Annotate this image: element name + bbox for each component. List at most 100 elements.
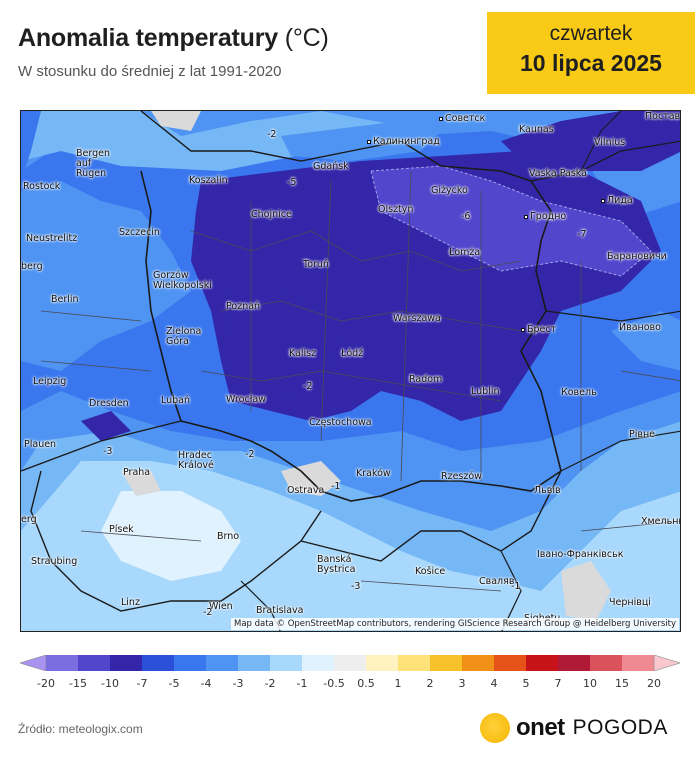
legend-swatch: [334, 655, 367, 671]
legend-tick-label: 20: [647, 677, 661, 690]
city-name: Rzeszów: [441, 471, 482, 482]
contour-label: -2: [203, 607, 213, 618]
city-name: Toruń: [303, 259, 329, 270]
city-name: Gdańsk: [313, 161, 349, 172]
city-label: Częstochowa: [309, 417, 372, 428]
legend-swatch: [46, 655, 79, 671]
city-label: Калининград: [367, 136, 440, 147]
city-label: Plauen: [24, 439, 56, 450]
city-label: Постав: [645, 111, 680, 122]
contour-label: -3: [351, 581, 361, 592]
city-label: Košice: [415, 566, 445, 577]
city-label: Kraków: [356, 468, 391, 479]
city-name: Giżycko: [431, 185, 468, 196]
legend-swatch: [526, 655, 559, 671]
city-label: Leipzig: [33, 376, 66, 387]
legend-swatch: [558, 655, 591, 671]
city-marker: [521, 327, 525, 332]
legend-bar: [20, 655, 680, 671]
city-label: Hradec Králové: [178, 451, 218, 471]
page-subtitle: W stosunku do średniej z lat 1991-2020: [18, 63, 282, 80]
city-label: Kaunas: [519, 124, 554, 135]
city-name: Ковель: [561, 387, 597, 398]
city-name: Linz: [121, 597, 140, 608]
legend-tick-label: 10: [583, 677, 597, 690]
city-label: Лида: [601, 195, 633, 206]
city-name: Chojnice: [251, 209, 292, 220]
city-name: Wien: [209, 601, 233, 612]
city-name: Szczecin: [119, 227, 160, 238]
contour-label: -1: [331, 481, 341, 492]
city-name: Vilnius: [594, 137, 626, 148]
city-label: Gorzów Wielkopolski: [153, 271, 219, 291]
legend-tick-label: 15: [615, 677, 629, 690]
city-name: Ostrava: [287, 485, 325, 496]
city-name: Poznań: [226, 301, 261, 312]
city-name: erg: [21, 514, 37, 525]
city-marker: [601, 198, 605, 203]
legend-swatch: [270, 655, 303, 671]
city-label: Zielona Góra: [166, 326, 202, 347]
city-label: Брест: [521, 324, 556, 335]
city-label: Warszawa: [393, 313, 441, 324]
map-attribution: Map data © OpenStreetMap contributors, r…: [231, 618, 679, 630]
city-label: Гродно: [524, 211, 566, 222]
city-name: Praha: [123, 467, 151, 478]
city-name: Львів: [534, 485, 561, 496]
city-name: Rostock: [23, 181, 61, 192]
legend-swatch: [174, 655, 207, 671]
city-label: Linz: [121, 597, 140, 608]
city-label: Toruń: [303, 259, 329, 270]
city-marker: [524, 214, 528, 219]
city-label: Giżycko: [431, 185, 468, 196]
contour-label: -2: [245, 449, 255, 460]
city-label: berg: [21, 261, 43, 272]
city-label: Иваново: [619, 322, 661, 333]
city-label: Neustrelitz: [26, 233, 77, 244]
city-label: Івано-Франківськ: [537, 549, 623, 560]
city-name: Калининград: [373, 136, 440, 147]
legend-tick-label: -3: [232, 677, 244, 690]
city-label: Dresden: [89, 398, 129, 409]
city-name: Hradec Králové: [178, 450, 214, 471]
legend-swatch: [462, 655, 495, 671]
city-label: Wrocław: [226, 394, 266, 405]
city-label: Рівне: [629, 429, 655, 440]
city-name: Zielona Góra: [166, 326, 202, 347]
city-name: Banská Bystrica: [317, 554, 356, 575]
city-name: Warszawa: [393, 313, 441, 324]
legend-tick-label: -2: [264, 677, 276, 690]
city-name: Лида: [607, 195, 633, 206]
city-label: Koszalin: [189, 175, 228, 186]
city-label: Poznań: [226, 301, 260, 312]
legend-swatch: [206, 655, 239, 671]
legend-tick-label: -1: [296, 677, 308, 690]
legend-tick-label: 7: [554, 677, 562, 690]
legend-tick-label: -4: [200, 677, 212, 690]
city-name: Neustrelitz: [26, 233, 78, 244]
legend-ticks: -20 -15 -10 -7 -5 -4 -3 -2 -1 -0.5 0.5 1 2 3 4 5 7 10 15 20: [20, 677, 680, 693]
city-name: Иваново: [619, 322, 661, 333]
brand-section: POGODA: [572, 716, 668, 739]
legend-tick-label: -0.5: [323, 677, 345, 690]
contour-label: -1: [511, 581, 521, 592]
map-canvas: [21, 111, 680, 631]
source-text: Źródło: meteologix.com: [18, 722, 143, 736]
city-label: Łódź: [341, 348, 363, 359]
city-name: berg: [21, 261, 43, 272]
city-name: Івано-Франківськ: [537, 549, 624, 560]
city-label: Brno: [217, 531, 239, 542]
city-name: Straubing: [31, 556, 78, 567]
city-label: Львів: [534, 485, 561, 496]
legend-swatch: [590, 655, 623, 671]
city-name: Gorzów Wielkopolski: [153, 270, 212, 291]
legend-arrow-low: [20, 655, 47, 671]
legend-tick-label: -7: [136, 677, 148, 690]
city-label: Písek: [109, 524, 134, 535]
city-name: Wrocław: [226, 394, 266, 405]
legend-swatch: [78, 655, 111, 671]
city-name: Częstochowa: [309, 417, 372, 428]
city-label: Чернівці: [609, 597, 651, 608]
city-label: Rostock: [23, 181, 60, 192]
legend-tick-label: -15: [69, 677, 87, 690]
